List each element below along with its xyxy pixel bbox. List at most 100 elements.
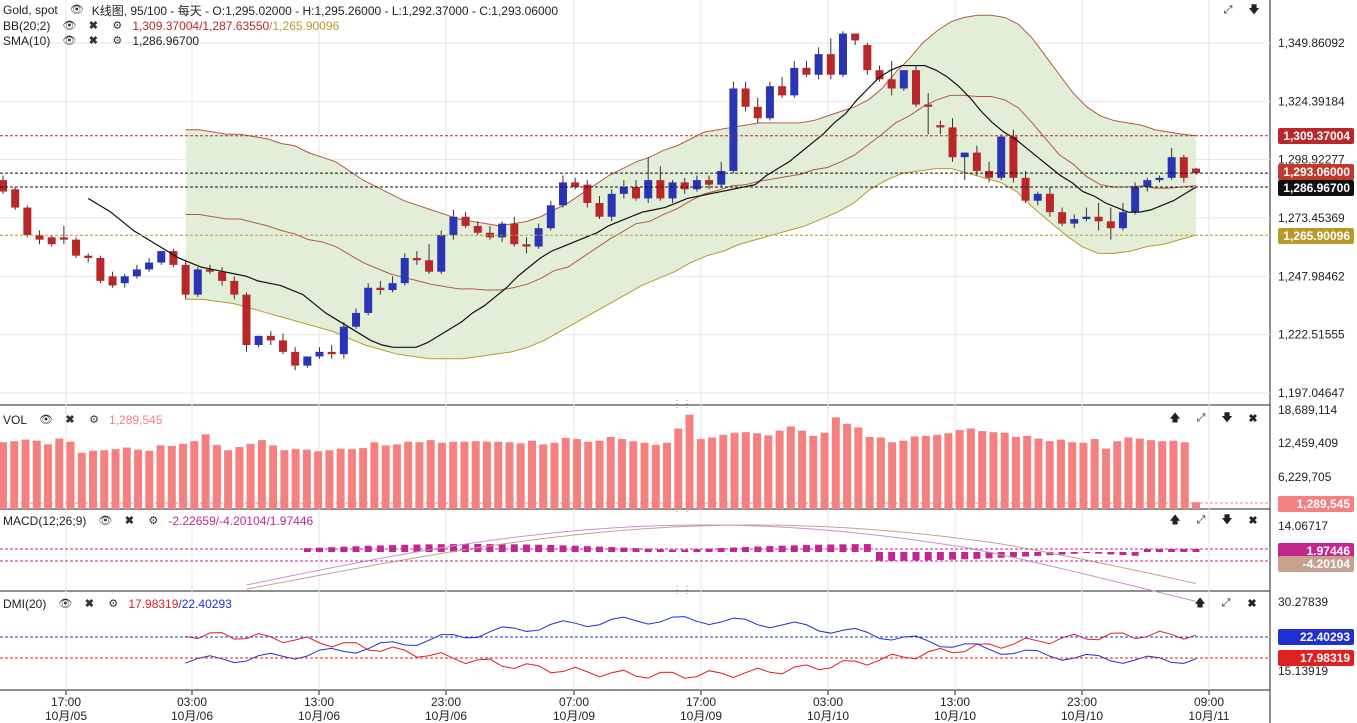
price-axis-tick-label: 1,197.04647 xyxy=(1278,386,1345,400)
volume-bar xyxy=(1034,438,1043,509)
arrow-up-icon[interactable]: 🡅 xyxy=(1194,596,1206,609)
gear-icon[interactable]: ⚙ xyxy=(108,598,119,610)
close-icon[interactable]: ✖ xyxy=(1248,412,1258,425)
volume-bar xyxy=(302,449,311,509)
instrument-name: Gold, spot xyxy=(3,3,58,17)
volume-bar xyxy=(505,442,514,509)
volume-bar xyxy=(809,435,818,509)
candle-body xyxy=(1131,186,1140,213)
candle-body xyxy=(230,280,239,295)
bb-upper-tag: 1,309.37004 xyxy=(1278,128,1354,144)
volume-bar xyxy=(269,445,278,509)
volume-bar xyxy=(1011,436,1020,509)
arrow-up-icon[interactable]: 🡅 xyxy=(1169,513,1181,526)
eye-icon[interactable]: 👁 xyxy=(62,20,77,32)
candle-body xyxy=(376,287,385,291)
arrow-down-icon[interactable]: 🡇 xyxy=(1248,3,1260,16)
volume-bar xyxy=(966,428,975,509)
candle-body xyxy=(132,269,141,277)
volume-bar xyxy=(437,442,446,509)
candle-body xyxy=(960,152,969,158)
close-icon[interactable]: ✖ xyxy=(1248,514,1258,527)
volume-bar xyxy=(201,434,210,509)
gear-icon[interactable]: ⚙ xyxy=(112,20,123,32)
candle-body xyxy=(912,70,921,105)
volume-bar xyxy=(1079,442,1088,509)
macd-histogram-bar xyxy=(1046,552,1054,556)
macd-histogram-bar xyxy=(936,552,944,561)
panel-resize-handle[interactable]: ⋮⋮ xyxy=(672,399,692,410)
close-icon[interactable]: ✖ xyxy=(88,20,98,32)
candle-body xyxy=(887,79,896,89)
candle-body xyxy=(595,203,604,217)
candle-body xyxy=(875,70,884,80)
panel-resize-handle[interactable]: ⋮⋮ xyxy=(672,503,692,514)
macd-histogram-bar xyxy=(608,547,616,552)
x-axis-time-label: 17:00 xyxy=(51,695,81,709)
candle-body xyxy=(449,216,458,236)
gear-icon[interactable]: ⚙ xyxy=(112,35,123,47)
arrow-up-icon[interactable]: 🡅 xyxy=(1169,411,1181,424)
x-axis-date-label: 10月/10 xyxy=(934,709,976,723)
sma-line xyxy=(87,64,1197,348)
volume-bar xyxy=(1158,441,1167,509)
candle-body xyxy=(607,193,616,217)
candle-body xyxy=(899,70,908,89)
macd-histogram-bar xyxy=(1143,549,1151,552)
volume-bar xyxy=(55,438,64,509)
volume-bar xyxy=(595,440,604,509)
price-axis-tick-label: 1,298.92277 xyxy=(1278,153,1345,167)
candle-body xyxy=(181,264,190,295)
maximize-icon[interactable]: ⤢ xyxy=(1223,3,1233,16)
arrow-down-icon[interactable]: 🡇 xyxy=(1221,411,1233,424)
gear-icon[interactable]: ⚙ xyxy=(89,414,99,426)
eye-icon[interactable]: 👁 xyxy=(62,35,77,47)
macd-histogram-bar xyxy=(815,544,823,552)
close-icon[interactable]: ✖ xyxy=(84,598,94,610)
maximize-icon[interactable]: ⤢ xyxy=(1196,411,1206,424)
eye-icon[interactable]: 👁 xyxy=(69,4,84,16)
gear-icon[interactable]: ⚙ xyxy=(148,515,159,527)
arrow-down-icon[interactable]: 🡇 xyxy=(1221,513,1233,526)
macd-histogram-bar xyxy=(656,549,664,552)
macd-histogram-bar xyxy=(1168,549,1176,552)
close-icon[interactable]: ✖ xyxy=(1247,597,1257,610)
maximize-icon[interactable]: ⤢ xyxy=(1196,513,1206,526)
close-icon[interactable]: ✖ xyxy=(88,35,98,47)
macd-histogram-bar xyxy=(1155,549,1163,552)
macd-histogram-bar xyxy=(863,544,871,552)
macd-histogram-bar xyxy=(596,546,603,552)
macd-histogram-bar xyxy=(900,552,908,561)
maximize-icon[interactable]: ⤢ xyxy=(1221,596,1231,609)
volume-bar xyxy=(910,436,919,509)
candle-body xyxy=(1179,157,1188,178)
candle-body xyxy=(498,223,507,238)
close-icon[interactable]: ✖ xyxy=(124,515,134,527)
eye-icon[interactable]: 👁 xyxy=(39,414,53,426)
candle-body xyxy=(1045,193,1054,213)
eye-icon[interactable]: 👁 xyxy=(58,598,73,610)
macd-histogram-bar xyxy=(705,548,713,552)
macd-histogram-bar xyxy=(535,544,543,552)
macd-histogram-bar xyxy=(693,549,701,552)
volume-bar xyxy=(719,434,728,509)
bb-upper-line xyxy=(185,14,1197,227)
macd-histogram-bar xyxy=(827,544,835,552)
macd-histogram-bar xyxy=(486,544,494,552)
volume-bar xyxy=(955,430,964,509)
candle-body xyxy=(680,182,689,190)
panel-resize-handle[interactable]: ⋮⋮ xyxy=(672,585,692,596)
macd-histogram-bar xyxy=(1119,552,1127,556)
vol-name: VOL xyxy=(3,413,28,427)
candle-body xyxy=(473,225,482,233)
dmi-plus-value: 17.98319 xyxy=(128,597,179,611)
macd-series xyxy=(0,524,1270,602)
close-icon[interactable]: ✖ xyxy=(65,414,75,426)
eye-icon[interactable]: 👁 xyxy=(98,515,113,527)
candle-body xyxy=(425,260,434,272)
volume-bar xyxy=(572,439,581,509)
main-legend-title: Gold, spot 👁 K线图, 95/100 - 每天 - O:1,295.… xyxy=(3,2,558,18)
volume-bar xyxy=(449,441,458,509)
volume-bar xyxy=(708,437,717,509)
candle-body xyxy=(169,251,178,265)
